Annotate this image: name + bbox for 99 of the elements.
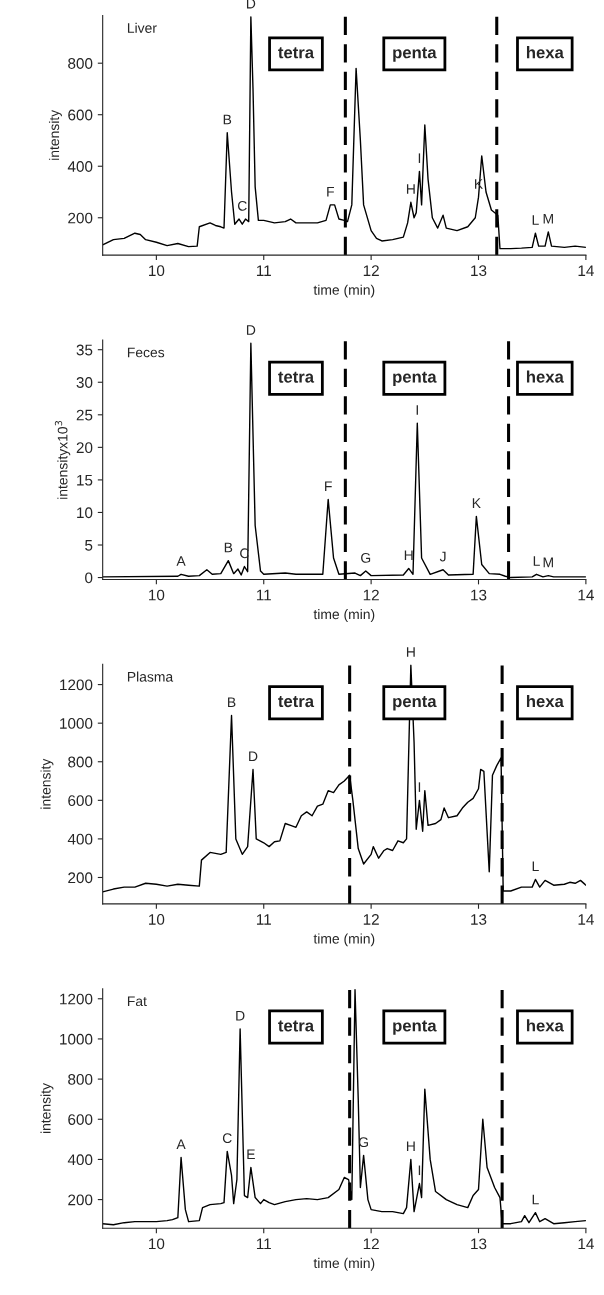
annotation: F	[327, 186, 335, 197]
chart-title: Fat	[127, 996, 147, 1007]
y-tick-label: 800	[68, 1073, 93, 1085]
y-tick-label: 1200	[60, 993, 93, 1005]
x-axis-title: time (min)	[313, 1257, 375, 1271]
x-tick-label: 13	[471, 914, 487, 925]
annotation: tetra	[278, 47, 315, 59]
y-tick-label: 800	[68, 58, 93, 69]
x-tick-label: 13	[471, 265, 487, 277]
annotation: I	[418, 782, 421, 792]
y-tick-label: 35	[76, 344, 93, 356]
annotation: K	[472, 498, 481, 508]
annotation: C	[222, 1133, 232, 1144]
x-tick-label: 12	[363, 589, 379, 601]
annotation: D	[236, 1010, 245, 1021]
y-axis-title: intensity	[48, 109, 62, 160]
y-tick-label: 1000	[60, 718, 93, 729]
y-tick-label: 200	[68, 212, 93, 224]
y-tick-label: 600	[68, 1114, 93, 1125]
chart-title: Liver	[127, 22, 157, 33]
y-tick-label: 400	[67, 161, 93, 172]
annotation: E	[247, 1149, 255, 1160]
annotation: tetra	[278, 1020, 315, 1032]
x-axis-title: time (min)	[313, 933, 375, 947]
y-tick-label: 1000	[60, 1033, 93, 1045]
y-axis-title: intensityx10$^{3}$	[54, 420, 71, 499]
y-axis-title: intensity	[40, 758, 54, 809]
annotation: F	[325, 481, 332, 491]
x-tick-label: 14	[578, 589, 594, 601]
x-tick-label: 10	[149, 265, 165, 277]
x-tick-label: 12	[363, 914, 379, 925]
annotation: G	[361, 552, 371, 563]
annotation: H	[406, 184, 415, 194]
x-tick-label: 14	[578, 1238, 594, 1250]
annotation: penta	[393, 1020, 437, 1035]
annotation: B	[223, 114, 232, 125]
annotation: A	[176, 556, 186, 566]
annotation: B	[224, 542, 233, 553]
y-tick-label: 20	[76, 442, 93, 454]
annotation: J	[439, 551, 446, 562]
y-tick-label: 30	[76, 377, 93, 388]
annotation: hexa	[526, 370, 564, 383]
x-tick-label: 11	[256, 265, 271, 276]
annotation: penta	[393, 371, 437, 387]
y-tick-label: 10	[77, 507, 93, 519]
x-axis-title: time (min)	[313, 284, 375, 298]
y-tick-label: 200	[68, 872, 93, 884]
annotation: H	[406, 1141, 415, 1151]
x-tick-label: 10	[149, 1238, 165, 1250]
x-tick-label: 11	[256, 914, 271, 925]
y-tick-label: 15	[77, 474, 93, 486]
chart-title: Feces	[127, 347, 165, 358]
y-tick-label: 800	[68, 756, 93, 768]
annotation: L	[532, 861, 539, 871]
annotation: D	[249, 751, 258, 762]
annotation: hexa	[526, 46, 564, 59]
x-tick-label: 14	[578, 265, 594, 276]
y-tick-label: 1200	[60, 679, 93, 691]
y-tick-label: 400	[67, 1154, 93, 1166]
annotation: D	[246, 325, 256, 335]
annotation: C	[237, 200, 247, 211]
y-tick-label: 5	[85, 540, 93, 551]
annotation: A	[176, 1139, 186, 1149]
line-series	[102, 16, 586, 250]
y-tick-label: 600	[68, 109, 93, 121]
annotation: tetra	[278, 371, 315, 383]
y-tick-label: 600	[68, 795, 93, 807]
annotation: penta	[393, 47, 437, 62]
x-tick-label: 12	[363, 265, 379, 276]
annotation: I	[418, 1165, 421, 1176]
annotation: M	[543, 213, 553, 224]
annotation: L	[533, 556, 540, 566]
x-tick-label: 13	[471, 1238, 487, 1250]
annotation: H	[406, 647, 415, 657]
x-tick-label: 10	[149, 589, 165, 601]
annotation: penta	[393, 696, 437, 711]
y-tick-label: 400	[67, 833, 93, 845]
annotation: tetra	[278, 696, 315, 708]
y-axis-title: intensity	[40, 1083, 54, 1134]
annotation: L	[532, 215, 539, 225]
x-tick-label: 11	[256, 589, 271, 601]
annotation: H	[404, 550, 413, 561]
x-tick-label: 13	[471, 589, 487, 601]
y-tick-label: 200	[68, 1194, 93, 1206]
annotation: hexa	[526, 694, 564, 708]
x-tick-label: 11	[256, 1238, 271, 1250]
x-tick-label: 12	[363, 1238, 379, 1250]
x-tick-label: 14	[578, 914, 594, 925]
annotation: B	[228, 697, 236, 708]
y-tick-label: 25	[76, 409, 93, 421]
x-axis-title: time (min)	[313, 609, 375, 622]
annotation: hexa	[526, 1019, 564, 1032]
y-tick-label: 0	[85, 572, 93, 584]
annotation: I	[418, 153, 421, 163]
annotation: I	[416, 405, 418, 415]
x-tick-label: 10	[149, 914, 165, 925]
annotation: L	[532, 1194, 539, 1205]
annotation: M	[543, 557, 553, 568]
chart-title: Plasma	[127, 671, 174, 682]
